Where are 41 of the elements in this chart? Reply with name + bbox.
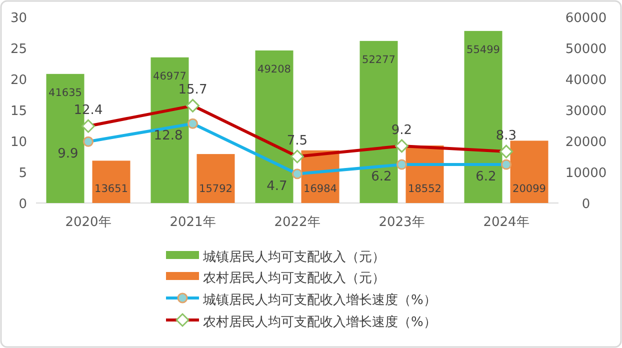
- y2-tick-label: 40000: [565, 73, 607, 88]
- bar: [510, 140, 548, 203]
- y-tick-label: 15: [10, 104, 27, 119]
- data-label: 52277: [362, 54, 396, 66]
- legend-label: 城镇居民人均可支配收入（元）: [202, 250, 385, 265]
- data-label: 46977: [153, 70, 186, 82]
- data-label: 20099: [512, 183, 546, 195]
- x-tick-label: 2023年: [378, 215, 425, 230]
- legend-label: 农村居民人均可支配收入（元）: [203, 271, 385, 286]
- y-tick-label: 30: [10, 11, 27, 26]
- legend-label: 城镇居民人均可支配收入增长速度（%）: [202, 292, 436, 308]
- y-tick-label: 10: [10, 135, 27, 150]
- x-tick-label: 2022年: [274, 215, 320, 230]
- x-tick-label: 2024年: [483, 215, 530, 230]
- y2-tick-label: 30000: [565, 104, 607, 119]
- legend-label: 农村居民人均可支配收入增长速度（%）: [203, 314, 436, 330]
- data-label: 49208: [258, 63, 291, 76]
- data-label: 6.2: [476, 170, 496, 185]
- bar: [92, 160, 130, 203]
- bar: [196, 154, 235, 203]
- x-tick-label: 2020年: [65, 215, 112, 230]
- x-tick-label: 2021年: [170, 215, 216, 230]
- y2-tick-label: 60000: [565, 11, 607, 26]
- y2-tick-label: 50000: [565, 42, 607, 57]
- data-label: 4.7: [266, 178, 288, 194]
- data-label: 9.9: [58, 146, 78, 162]
- data-label: 6.2: [371, 170, 392, 185]
- y-tick-label: 0: [18, 197, 27, 212]
- data-label: 13651: [94, 183, 128, 195]
- y2-tick-label: 10000: [565, 166, 607, 181]
- y-tick-label: 25: [10, 42, 27, 57]
- data-label: 41635: [48, 86, 82, 99]
- data-label: 15792: [199, 183, 232, 195]
- data-label: 12.8: [154, 128, 183, 144]
- y2-tick-label: 20000: [565, 135, 607, 150]
- data-label: 18552: [408, 183, 442, 195]
- y-tick-label: 20: [10, 73, 27, 88]
- y2-tick-label: 0: [582, 197, 590, 212]
- y-tick-label: 5: [18, 166, 27, 181]
- data-label: 16984: [304, 183, 338, 195]
- data-label: 55499: [466, 44, 500, 56]
